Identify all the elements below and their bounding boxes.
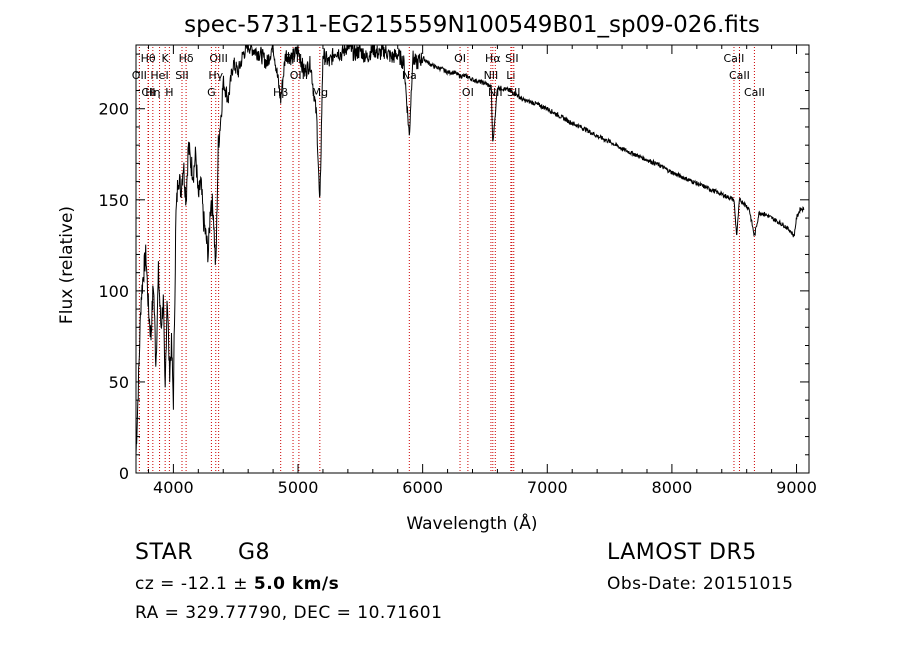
line-marker-label: SII (507, 86, 520, 99)
x-tick-label: 9000 (776, 478, 817, 497)
object-subclass: G8 (238, 540, 271, 565)
cz-value: 5.0 km/s (253, 574, 340, 594)
axes: 4000 5000 6000 7000 8000 9000 0 50 100 150 200 (98, 45, 817, 497)
line-marker-label: Na (402, 69, 417, 82)
y-tick-label: 200 (98, 100, 129, 119)
line-marker-label: OI (454, 52, 466, 65)
chart-title: spec-57311-EG215559N100549B01_sp09-026.f… (184, 12, 760, 38)
line-marker-label: CaII (729, 69, 750, 82)
line-marker-label: H (165, 86, 173, 99)
plot-frame (135, 44, 810, 474)
line-marker-label: Hθ (141, 52, 156, 65)
line-marker-label: Mg (312, 86, 328, 99)
line-marker-label: CaII (744, 86, 765, 99)
y-tick-label: 0 (119, 464, 129, 483)
x-tick-label: 8000 (652, 478, 693, 497)
redshift-line: cz = -12.1 ± 5.0 km/s (135, 574, 339, 594)
spectrum-line (135, 44, 805, 456)
line-marker-label: Li (506, 69, 515, 82)
line-marker-label: Hδ (179, 52, 194, 65)
line-marker-label: OII (132, 69, 147, 82)
y-tick-label: 150 (98, 191, 129, 210)
line-marker-label: OIII (209, 52, 227, 65)
x-tick-label: 5000 (278, 478, 319, 497)
x-axis-label: Wavelength (Å) (406, 512, 537, 534)
y-tick-label: 100 (98, 282, 129, 301)
line-marker-label: K (162, 52, 170, 65)
x-tick-label: 7000 (527, 478, 568, 497)
line-marker-label: Hα (485, 52, 501, 65)
observation-date: Obs-Date: 20151015 (607, 574, 794, 594)
cz-prefix: cz = -12.1 ± (135, 574, 254, 594)
line-marker-label: CaII (724, 52, 745, 65)
line-marker-label: NII (484, 69, 499, 82)
line-marker-label: SII (505, 52, 518, 65)
line-marker-label: Hη (145, 86, 160, 99)
line-marker-label: G (207, 86, 216, 99)
line-marker-label: SII (175, 69, 188, 82)
x-tick-label: 4000 (153, 478, 194, 497)
y-tick-label: 50 (109, 373, 129, 392)
line-marker-label: HeI (150, 69, 168, 82)
line-marker-label: OI (462, 86, 474, 99)
survey-release: LAMOST DR5 (607, 540, 757, 565)
line-marker-label: Hγ (208, 69, 223, 82)
y-axis-label: Flux (relative) (57, 206, 77, 324)
coordinates: RA = 329.77790, DEC = 10.71601 (135, 603, 443, 623)
line-marker-label: CII (141, 86, 155, 99)
x-tick-label: 6000 (402, 478, 443, 497)
object-type: STAR (135, 540, 194, 565)
